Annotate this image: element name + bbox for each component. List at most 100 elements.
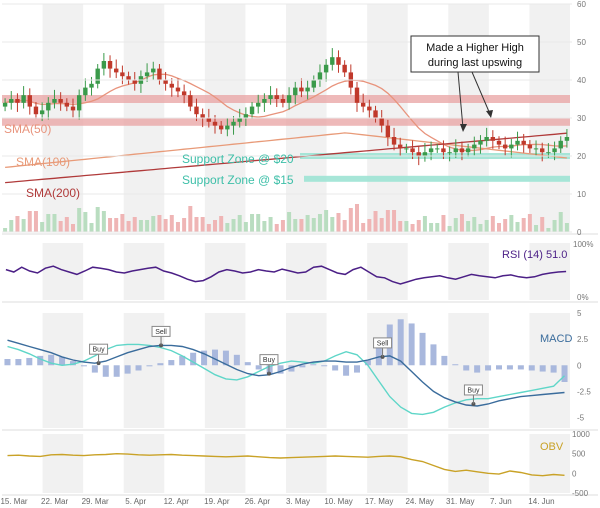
candle-body — [398, 144, 403, 149]
macd-hist-bar — [124, 365, 131, 374]
macd-hist-bar — [4, 359, 11, 366]
macd-hist-bar — [321, 365, 328, 367]
macd-hist-bar — [343, 365, 350, 376]
volume-bar — [15, 216, 20, 232]
candle-body — [101, 61, 107, 69]
candle-body — [46, 102, 51, 111]
candle-body — [89, 83, 94, 88]
candle-body — [52, 99, 57, 103]
week-band — [367, 434, 408, 493]
candle-body — [496, 140, 502, 145]
rsi-tick-100: 100% — [573, 240, 593, 249]
candle-body — [336, 57, 341, 65]
support-zone-20-label: Support Zone @ $20 — [182, 152, 294, 166]
volume-bar — [293, 219, 298, 232]
annotation-line2: during last upswing — [428, 57, 522, 69]
macd-hist-bar — [277, 365, 284, 374]
volume-bar — [58, 221, 63, 232]
volume-bar — [175, 222, 180, 232]
volume-bar — [558, 212, 563, 232]
macd-tick-label: -2.5 — [577, 387, 591, 396]
macd-line — [7, 339, 565, 407]
candle-body — [441, 148, 446, 153]
candle-body — [509, 144, 514, 149]
volume-bar — [367, 219, 372, 232]
volume-bar — [441, 215, 446, 232]
volume-bar — [256, 214, 261, 232]
volume-bar — [416, 220, 421, 232]
obv-line — [7, 452, 565, 477]
volume-bar — [231, 219, 236, 232]
x-tick-label: 19. Apr — [204, 497, 230, 506]
volume-bar — [213, 220, 217, 232]
signal-label: Sell — [377, 340, 389, 347]
volume-bar — [169, 215, 174, 232]
x-tick-label: 17. May — [365, 497, 393, 506]
volume-bar — [497, 223, 501, 232]
candle-body — [465, 148, 471, 153]
macd-tick-label: 2.5 — [577, 335, 589, 344]
candle-body — [435, 148, 440, 150]
candle-body — [132, 80, 137, 84]
week-band — [529, 434, 570, 493]
macd-signals: Buy Sell Buy Sell Buy — [89, 325, 483, 406]
obv-tick-label: 1000 — [572, 430, 590, 439]
x-tick-label: 14. Jun — [528, 497, 554, 506]
obv-tick-label: 0 — [572, 469, 577, 478]
volume-bar — [385, 210, 390, 232]
candle-body — [2, 102, 8, 107]
candle-body — [188, 95, 193, 107]
volume-bar — [188, 206, 193, 232]
price-tick-label: 0 — [577, 228, 582, 237]
candle-body — [83, 87, 88, 96]
candle-body — [175, 87, 181, 92]
annotation-arrowhead-2 — [486, 110, 493, 118]
volume-bar — [447, 226, 452, 232]
macd-hist-bar — [463, 365, 470, 371]
candle-body — [447, 152, 452, 154]
volume-bar — [9, 220, 14, 232]
signal-box — [463, 384, 483, 396]
macd-hist-bar — [91, 365, 98, 373]
sma50-label: SMA(50) — [4, 122, 51, 136]
macd-hist-bar — [419, 332, 426, 366]
macd-hist-bar — [190, 352, 197, 366]
volume-bar — [509, 215, 514, 232]
volume-bar — [422, 216, 427, 232]
candle-body — [200, 114, 205, 118]
volume-bar — [299, 219, 304, 232]
x-tick-label: 22. Mar — [41, 497, 68, 506]
volume-bar — [564, 223, 569, 232]
volume-bar — [163, 219, 168, 232]
macd-hist-bar — [222, 350, 229, 366]
volume-bar — [101, 211, 106, 232]
price-tick-label: 30 — [577, 114, 586, 123]
volume-bar — [342, 220, 347, 232]
macd-hist-bar — [310, 364, 317, 366]
volume-bar — [521, 218, 526, 232]
macd-hist-bar — [539, 365, 546, 372]
candle-body — [385, 125, 391, 137]
candle-body — [194, 106, 199, 115]
volume-bar — [114, 218, 119, 232]
volume-bar — [138, 220, 143, 232]
macd-label: MACD — [540, 333, 572, 345]
candle-body — [76, 95, 82, 111]
volume-bar — [534, 225, 539, 232]
candle-body — [305, 87, 310, 92]
candle-body — [459, 148, 465, 153]
volume-bar — [546, 228, 551, 232]
candle-body — [163, 80, 168, 84]
volume-bar — [398, 221, 403, 232]
rsi-tick-0: 0% — [577, 293, 589, 302]
obv-tick-label: -500 — [572, 489, 589, 498]
candle-body — [58, 99, 63, 103]
candle-body — [39, 110, 45, 115]
signal-label: Sell — [155, 329, 167, 336]
candle-body — [231, 121, 236, 126]
candle-body — [126, 76, 131, 80]
macd-hist-bar — [15, 359, 22, 366]
annotation-arrowhead-1 — [460, 124, 467, 132]
